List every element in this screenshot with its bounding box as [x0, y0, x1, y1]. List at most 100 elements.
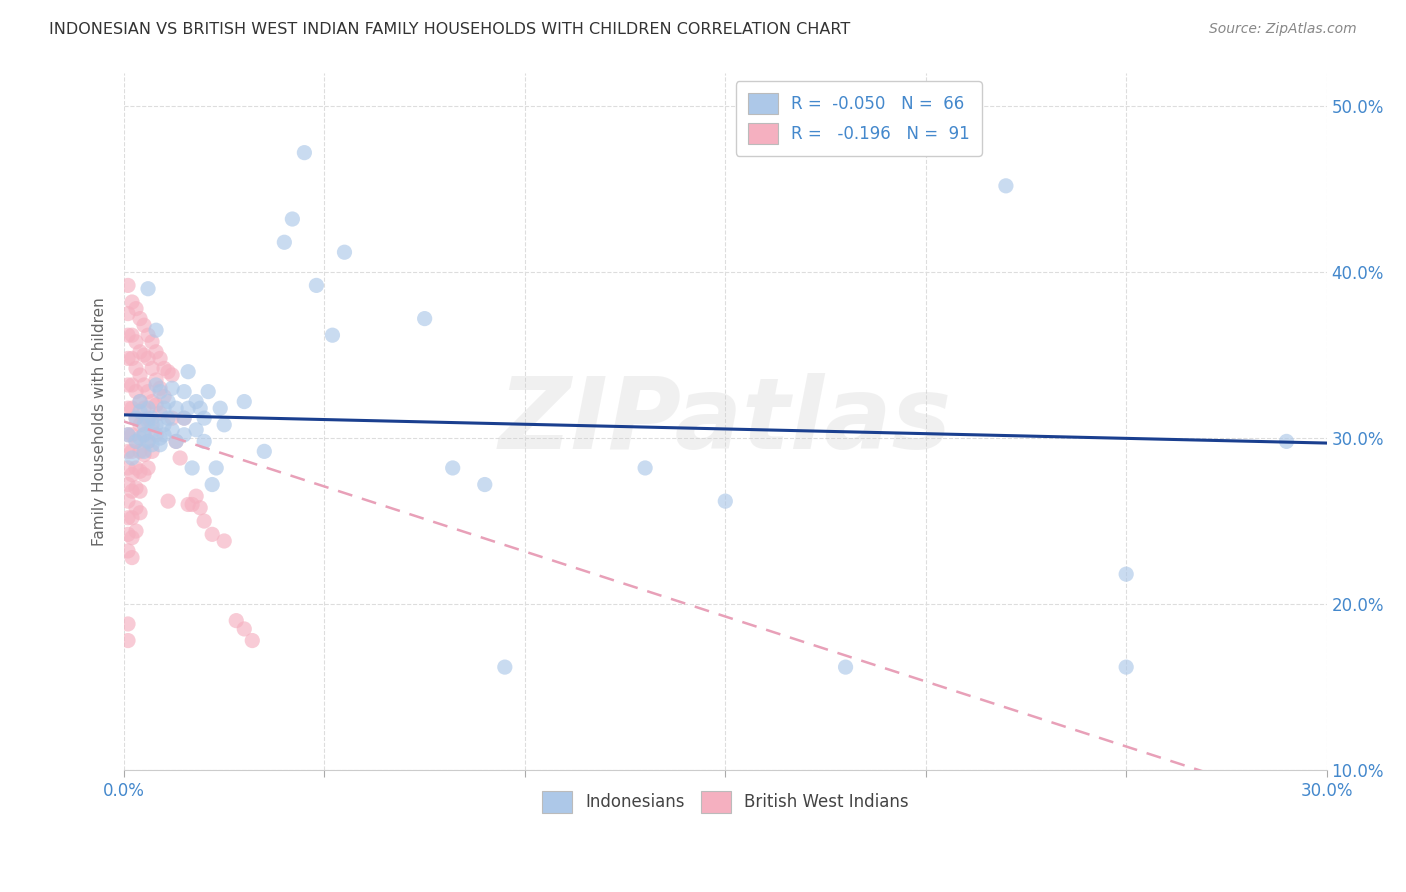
Point — [117, 494, 139, 508]
Point — [121, 427, 143, 442]
Point — [125, 461, 148, 475]
Point — [834, 660, 856, 674]
Point — [141, 438, 163, 452]
Point — [132, 348, 155, 362]
Point — [125, 384, 148, 399]
Point — [193, 411, 215, 425]
Point — [193, 434, 215, 449]
Point — [181, 461, 204, 475]
Point — [201, 477, 224, 491]
Point — [129, 311, 152, 326]
Point — [165, 401, 187, 416]
Point — [173, 427, 195, 442]
Point — [132, 427, 155, 442]
Point — [132, 467, 155, 482]
Point — [292, 145, 315, 160]
Point — [173, 411, 195, 425]
Point — [240, 633, 263, 648]
Point — [186, 394, 208, 409]
Point — [125, 481, 148, 495]
Point — [121, 378, 143, 392]
Point — [188, 401, 211, 416]
Point — [145, 417, 167, 432]
Point — [160, 411, 183, 425]
Point — [132, 401, 155, 416]
Point — [212, 417, 235, 432]
Point — [212, 533, 235, 548]
Point — [1115, 660, 1137, 674]
Point — [141, 334, 163, 349]
Point — [273, 235, 295, 250]
Point — [145, 427, 167, 442]
Point — [153, 417, 176, 432]
Point — [225, 614, 247, 628]
Point — [117, 461, 139, 475]
Text: Source: ZipAtlas.com: Source: ZipAtlas.com — [1209, 22, 1357, 37]
Point — [153, 361, 176, 376]
Y-axis label: Family Households with Children: Family Households with Children — [93, 297, 107, 546]
Point — [149, 381, 172, 395]
Point — [413, 311, 436, 326]
Point — [305, 278, 328, 293]
Point — [117, 328, 139, 343]
Point — [129, 484, 152, 499]
Point — [125, 411, 148, 425]
Point — [177, 401, 200, 416]
Point — [121, 510, 143, 524]
Point — [129, 404, 152, 418]
Point — [173, 411, 195, 425]
Point — [321, 328, 343, 343]
Point — [145, 378, 167, 392]
Point — [1275, 434, 1298, 449]
Point — [125, 361, 148, 376]
Point — [141, 361, 163, 376]
Point — [157, 494, 180, 508]
Point — [129, 394, 152, 409]
Point — [136, 434, 159, 449]
Point — [177, 498, 200, 512]
Point — [136, 415, 159, 429]
Point — [129, 464, 152, 478]
Point — [132, 448, 155, 462]
Point — [136, 401, 159, 416]
Point — [132, 444, 155, 458]
Point — [121, 328, 143, 343]
Point — [129, 394, 152, 409]
Point — [165, 434, 187, 449]
Point — [121, 295, 143, 310]
Point — [233, 622, 256, 636]
Point — [136, 328, 159, 343]
Point — [186, 423, 208, 437]
Point — [129, 344, 152, 359]
Point — [153, 427, 176, 442]
Point — [117, 617, 139, 632]
Point — [157, 394, 180, 409]
Point — [117, 633, 139, 648]
Point — [253, 444, 276, 458]
Point — [125, 524, 148, 538]
Point — [136, 411, 159, 425]
Point — [117, 278, 139, 293]
Point — [125, 334, 148, 349]
Point — [117, 378, 139, 392]
Point — [141, 411, 163, 425]
Point — [153, 401, 176, 416]
Point — [117, 444, 139, 458]
Point — [441, 461, 464, 475]
Point — [117, 307, 139, 321]
Point — [141, 425, 163, 439]
Point — [160, 368, 183, 382]
Point — [136, 434, 159, 449]
Point — [121, 351, 143, 366]
Point — [136, 282, 159, 296]
Point — [121, 450, 143, 465]
Point — [117, 544, 139, 558]
Point — [121, 550, 143, 565]
Point — [1115, 567, 1137, 582]
Point — [149, 431, 172, 445]
Point — [145, 344, 167, 359]
Point — [117, 427, 139, 442]
Point — [132, 318, 155, 333]
Point — [474, 477, 496, 491]
Point — [136, 461, 159, 475]
